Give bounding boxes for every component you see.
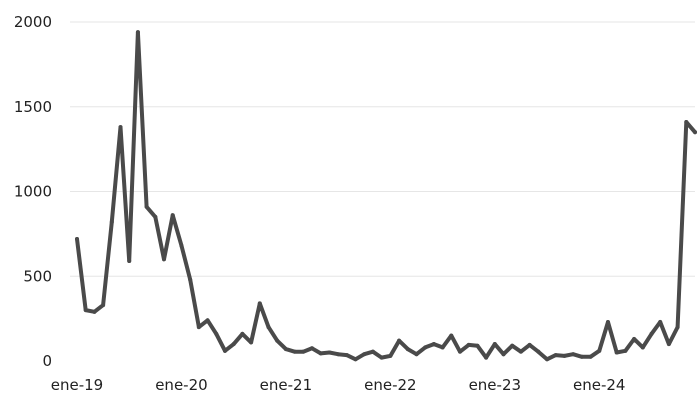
data-point: [545, 357, 550, 362]
x-tick-label: ene-23: [469, 376, 521, 394]
data-point: [501, 352, 506, 357]
data-point: [318, 351, 323, 356]
data-point: [275, 338, 280, 343]
y-tick-label: 1000: [14, 183, 52, 201]
data-point: [283, 347, 288, 352]
data-point: [170, 213, 175, 218]
x-tick-label: ene-24: [573, 376, 625, 394]
data-point: [518, 349, 523, 354]
series-line: [75, 30, 697, 362]
data-point: [553, 353, 558, 358]
data-point: [379, 355, 384, 360]
data-point: [457, 349, 462, 354]
data-point: [475, 343, 480, 348]
data-point: [666, 342, 671, 347]
data-point: [623, 348, 628, 353]
data-point: [118, 125, 123, 130]
data-point: [292, 349, 297, 354]
data-point: [562, 353, 567, 358]
data-point: [449, 333, 454, 338]
x-tick-label: ene-19: [51, 376, 103, 394]
y-tick-label: 1500: [14, 98, 52, 116]
data-point: [658, 320, 663, 325]
data-point: [344, 353, 349, 358]
data-point: [205, 318, 210, 323]
x-tick-label: ene-22: [364, 376, 416, 394]
plot-area: [75, 30, 697, 362]
data-point: [127, 258, 132, 263]
data-point: [301, 349, 306, 354]
data-point: [579, 354, 584, 359]
data-point: [484, 355, 489, 360]
data-point: [684, 120, 689, 125]
data-point: [649, 331, 654, 336]
y-tick-label: 2000: [14, 13, 52, 31]
y-axis-tick-labels: 0 500 1000 1500 2000: [14, 13, 52, 370]
data-point: [222, 348, 227, 353]
data-point: [492, 342, 497, 347]
data-point: [231, 342, 236, 347]
data-point: [536, 349, 541, 354]
data-point: [101, 303, 106, 308]
data-point: [135, 30, 140, 35]
data-point: [423, 345, 428, 350]
y-tick-label: 500: [23, 267, 52, 285]
data-point: [240, 331, 245, 336]
data-point: [466, 342, 471, 347]
data-point: [144, 204, 149, 209]
data-point: [214, 331, 219, 336]
data-point: [405, 347, 410, 352]
data-point: [83, 308, 88, 313]
data-point: [510, 343, 515, 348]
data-point: [414, 352, 419, 357]
data-point: [188, 277, 193, 282]
data-point: [440, 345, 445, 350]
data-point: [693, 130, 697, 135]
data-point: [353, 357, 358, 362]
data-point: [675, 325, 680, 330]
data-point: [571, 352, 576, 357]
data-point: [431, 342, 436, 347]
y-tick-label: 0: [42, 352, 52, 370]
data-point: [92, 309, 97, 314]
data-point: [370, 349, 375, 354]
data-point: [527, 342, 532, 347]
data-point: [179, 243, 184, 248]
data-point: [336, 352, 341, 357]
data-point: [605, 320, 610, 325]
data-point: [196, 325, 201, 330]
data-point: [640, 345, 645, 350]
data-point: [362, 352, 367, 357]
data-point: [388, 353, 393, 358]
data-point: [249, 340, 254, 345]
data-point: [153, 214, 158, 219]
data-point: [614, 350, 619, 355]
data-point: [397, 338, 402, 343]
data-point: [597, 348, 602, 353]
data-point: [75, 236, 79, 241]
data-point: [257, 301, 262, 306]
data-point: [327, 350, 332, 355]
data-point: [310, 346, 315, 351]
gridlines: [70, 21, 695, 277]
data-point: [109, 220, 114, 225]
data-point: [266, 325, 271, 330]
data-point: [632, 336, 637, 341]
x-axis-tick-labels: ene-19 ene-20 ene-21 ene-22 ene-23 ene-24: [51, 376, 626, 394]
data-point: [162, 257, 167, 262]
x-tick-label: ene-21: [260, 376, 312, 394]
x-tick-label: ene-20: [155, 376, 207, 394]
data-point: [588, 354, 593, 359]
